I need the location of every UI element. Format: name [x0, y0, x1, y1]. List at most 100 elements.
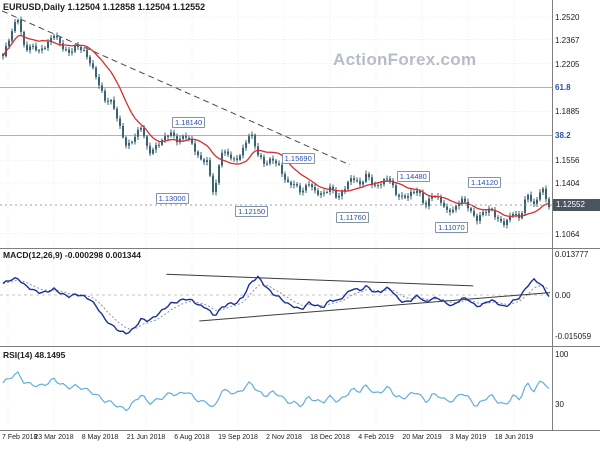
candle-body: [140, 128, 142, 130]
candle-body: [287, 179, 289, 182]
price-level-badge: 1.14480: [396, 171, 430, 183]
date-axis-label: 4 Feb 2019: [358, 434, 394, 441]
candle-body: [539, 192, 541, 200]
candle-body: [47, 41, 49, 49]
candle-body: [314, 187, 316, 191]
candle-body: [266, 163, 268, 165]
candle-body: [167, 135, 169, 137]
candle-body: [545, 188, 547, 200]
candle-body: [431, 196, 433, 199]
candle-body: [206, 160, 208, 163]
candle-body: [200, 155, 202, 160]
date-axis-label: 20 Mar 2019: [402, 434, 442, 441]
candle-body: [215, 182, 217, 193]
candle-body: [488, 208, 490, 213]
candle-body: [392, 180, 394, 186]
price-axis-label: 1.2205: [555, 59, 580, 69]
candle-body: [185, 135, 187, 138]
candle-body: [110, 100, 112, 102]
candle-body: [473, 210, 475, 216]
date-axis-label: 21 Jun 2018: [126, 434, 166, 441]
candle-body: [323, 192, 325, 194]
price-axis-label: 1.1404: [555, 178, 580, 188]
price-axis-label: 1.1064: [555, 229, 580, 239]
candle-body: [440, 196, 442, 203]
candle-body: [191, 139, 193, 144]
candle-body: [263, 157, 265, 164]
candle-body: [356, 180, 358, 182]
candle-body: [53, 35, 55, 38]
macd-upper-trendline: [166, 273, 474, 287]
price-level-badge: 1.15690: [281, 153, 315, 165]
candle-body: [50, 37, 52, 42]
candle-body: [527, 194, 529, 200]
candle-body: [494, 210, 496, 218]
candle-body: [413, 191, 415, 194]
candle-body: [194, 143, 196, 152]
candle-body: [458, 203, 460, 206]
candle-body: [173, 132, 175, 136]
price-axis-label: 1.1556: [555, 156, 580, 166]
candle-body: [92, 63, 94, 68]
candle-body: [317, 190, 319, 195]
rsi-axis-top-label: 100: [555, 350, 569, 359]
candle-body: [395, 185, 397, 195]
candle-body: [41, 48, 43, 51]
candle-body: [461, 198, 463, 204]
price-level-badge: 1.11760: [336, 211, 370, 223]
candle-body: [158, 144, 160, 146]
candle-body: [14, 22, 16, 32]
candle-body: [230, 154, 232, 159]
candle-body: [305, 185, 307, 191]
candle-body: [428, 198, 430, 207]
candle-body: [377, 184, 379, 186]
candle-body: [29, 46, 31, 51]
candle-body: [407, 196, 409, 198]
candle-body: [293, 184, 295, 186]
price-axis-label: 1.1885: [555, 107, 580, 117]
candle-body: [482, 212, 484, 216]
candle-body: [398, 194, 400, 197]
candle-body: [8, 40, 10, 47]
candle-body: [77, 45, 79, 47]
candle-body: [251, 134, 253, 137]
candle-body: [512, 213, 514, 216]
candle-body: [479, 215, 481, 221]
price-level-badge: 1.12150: [235, 206, 269, 218]
date-axis-label: 19 Sep 2018: [218, 434, 258, 441]
candle-body: [278, 163, 280, 165]
candle-body: [233, 158, 235, 160]
date-axis-label: 18 Jun 2019: [494, 434, 534, 441]
candle-body: [209, 160, 211, 176]
candle-body: [74, 45, 76, 52]
candle-body: [455, 205, 457, 210]
candle-body: [530, 194, 532, 202]
candle-body: [119, 118, 121, 126]
candle-body: [464, 198, 466, 202]
candle-body: [146, 136, 148, 146]
candle-body: [161, 140, 163, 145]
candle-body: [419, 190, 421, 193]
candle-body: [245, 142, 247, 148]
rsi-indicator-label: RSI(14) 48.1495: [3, 350, 66, 360]
candle-body: [149, 145, 151, 154]
candle-body: [476, 215, 478, 221]
moving-average-line: [2, 34, 550, 218]
candle-body: [56, 35, 58, 38]
price-axis-label: 1.2520: [555, 12, 580, 22]
macd-axis-bottom-label: -0.015059: [555, 332, 592, 341]
candle-body: [371, 177, 373, 185]
candle-body: [485, 212, 487, 214]
candle-body: [296, 184, 298, 186]
candle-body: [101, 85, 103, 91]
candle-body: [275, 160, 277, 164]
candle-body: [341, 191, 343, 197]
candle-body: [542, 188, 544, 193]
candle-body: [227, 151, 229, 155]
candle-body: [284, 173, 286, 180]
candle-body: [515, 213, 517, 215]
candle-body: [500, 218, 502, 222]
candle-body: [449, 209, 451, 213]
candle-body: [410, 191, 412, 197]
candle-body: [332, 186, 334, 191]
